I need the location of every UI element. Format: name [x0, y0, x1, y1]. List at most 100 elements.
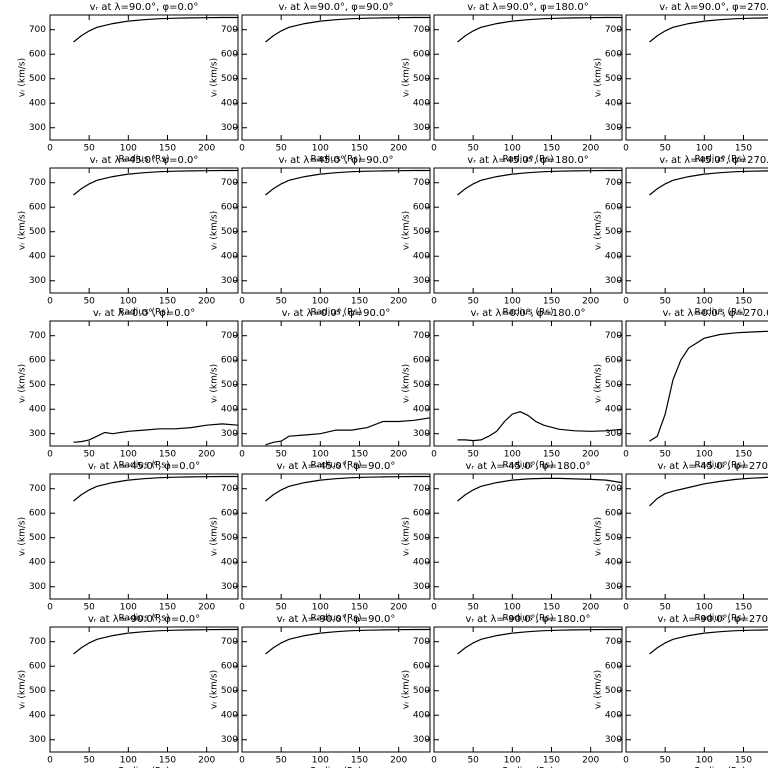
x-tick-label: 0: [623, 756, 629, 766]
x-tick-label: 50: [659, 450, 671, 460]
y-tick-label: 300: [605, 582, 622, 592]
data-line: [73, 628, 238, 655]
x-tick-label: 0: [239, 603, 245, 613]
x-tick-label: 50: [275, 450, 287, 460]
y-tick-label: 500: [605, 227, 622, 237]
y-tick-label: 700: [221, 637, 238, 647]
x-tick-label: 0: [623, 450, 629, 460]
y-tick-label: 600: [221, 356, 238, 366]
y-tick-label: 300: [29, 582, 46, 592]
plot-frame: [433, 626, 623, 753]
x-tick-label: 0: [239, 144, 245, 154]
data-line: [73, 423, 239, 443]
y-tick-label: 600: [29, 662, 46, 672]
x-axis-label: Radius (Rs): [502, 614, 553, 624]
y-axis-label: vᵣ (km/s): [594, 58, 604, 97]
x-tick-label: 0: [239, 297, 245, 307]
x-tick-label: 50: [275, 297, 287, 307]
y-axis-label: vᵣ (km/s): [402, 58, 412, 97]
x-tick-label: 100: [696, 756, 713, 766]
plot-frame: [433, 320, 623, 447]
x-tick-label: 50: [83, 297, 95, 307]
y-tick-label: 600: [605, 662, 622, 672]
x-tick-label: 100: [504, 297, 521, 307]
data-line: [265, 169, 430, 196]
y-tick-label: 600: [221, 203, 238, 213]
y-axis-label: vᵣ (km/s): [594, 211, 604, 250]
x-tick-label: 150: [543, 297, 560, 307]
x-tick-label: 100: [696, 297, 713, 307]
x-tick-label: 100: [504, 603, 521, 613]
x-tick-label: 200: [198, 450, 215, 460]
y-tick-label: 300: [413, 276, 430, 286]
x-tick-label: 50: [467, 756, 479, 766]
y-tick-label: 300: [605, 735, 622, 745]
y-tick-label: 600: [29, 50, 46, 60]
y-tick-label: 500: [605, 686, 622, 696]
y-tick-label: 700: [605, 331, 622, 341]
data-line: [649, 476, 768, 507]
chart-title: vᵣ at λ=-90.0°, φ=270.0°: [657, 614, 768, 625]
y-tick-label: 300: [413, 429, 430, 439]
y-axis-label: vᵣ (km/s): [210, 211, 220, 250]
x-axis-label: Radius (Rs): [118, 461, 169, 471]
x-tick-label: 50: [83, 603, 95, 613]
x-tick-label: 200: [390, 603, 407, 613]
x-tick-label: 200: [582, 450, 599, 460]
y-axis-label: vᵣ (km/s): [402, 364, 412, 403]
y-tick-label: 600: [413, 356, 430, 366]
x-tick-label: 50: [275, 603, 287, 613]
y-tick-label: 400: [605, 99, 622, 109]
y-tick-label: 500: [605, 380, 622, 390]
y-tick-label: 300: [413, 123, 430, 133]
y-axis-label: vᵣ (km/s): [402, 670, 412, 709]
y-axis-label: vᵣ (km/s): [18, 211, 28, 250]
y-axis-label: vᵣ (km/s): [18, 364, 28, 403]
y-tick-label: 400: [221, 405, 238, 415]
x-tick-label: 0: [431, 603, 437, 613]
chart-title: vᵣ at λ=90.0°, φ=90.0°: [278, 2, 393, 13]
y-tick-label: 500: [29, 380, 46, 390]
data-line: [265, 628, 430, 655]
x-tick-label: 50: [659, 756, 671, 766]
data-line: [457, 477, 623, 502]
y-tick-label: 300: [221, 123, 238, 133]
y-axis-label: vᵣ (km/s): [210, 58, 220, 97]
x-axis-label: Radius (Rs): [694, 461, 745, 471]
x-tick-label: 200: [390, 144, 407, 154]
x-tick-label: 50: [83, 450, 95, 460]
x-tick-label: 150: [159, 603, 176, 613]
y-axis-label: vᵣ (km/s): [594, 517, 604, 556]
y-axis-label: vᵣ (km/s): [210, 670, 220, 709]
x-tick-label: 200: [582, 603, 599, 613]
chart-title: vᵣ at λ=45.0°, φ=0.0°: [90, 155, 199, 166]
y-tick-label: 700: [413, 637, 430, 647]
data-line: [265, 475, 430, 502]
y-tick-label: 300: [221, 582, 238, 592]
y-tick-label: 600: [413, 203, 430, 213]
plot-frame: [433, 14, 623, 141]
chart-title: vᵣ at λ=45.0°, φ=90.0°: [278, 155, 393, 166]
y-tick-label: 700: [605, 25, 622, 35]
plot-frame: [241, 320, 431, 447]
x-axis-label: Radius (Rs): [310, 308, 361, 318]
y-tick-label: 500: [29, 227, 46, 237]
y-tick-label: 400: [605, 711, 622, 721]
x-axis-label: Radius (Rs): [118, 767, 169, 768]
y-tick-label: 700: [29, 484, 46, 494]
x-tick-label: 0: [431, 756, 437, 766]
data-line: [73, 169, 238, 196]
x-tick-label: 150: [543, 144, 560, 154]
y-tick-label: 400: [413, 99, 430, 109]
x-axis-label: Radius (Rs): [694, 767, 745, 768]
x-tick-label: 200: [198, 297, 215, 307]
plot-frame: [625, 14, 768, 141]
plot-frame: [625, 473, 768, 600]
x-tick-label: 200: [198, 603, 215, 613]
x-tick-label: 0: [431, 450, 437, 460]
y-axis-label: vᵣ (km/s): [402, 211, 412, 250]
chart-title: vᵣ at λ=0.0°, φ=180.0°: [470, 308, 585, 319]
x-tick-label: 150: [543, 450, 560, 460]
